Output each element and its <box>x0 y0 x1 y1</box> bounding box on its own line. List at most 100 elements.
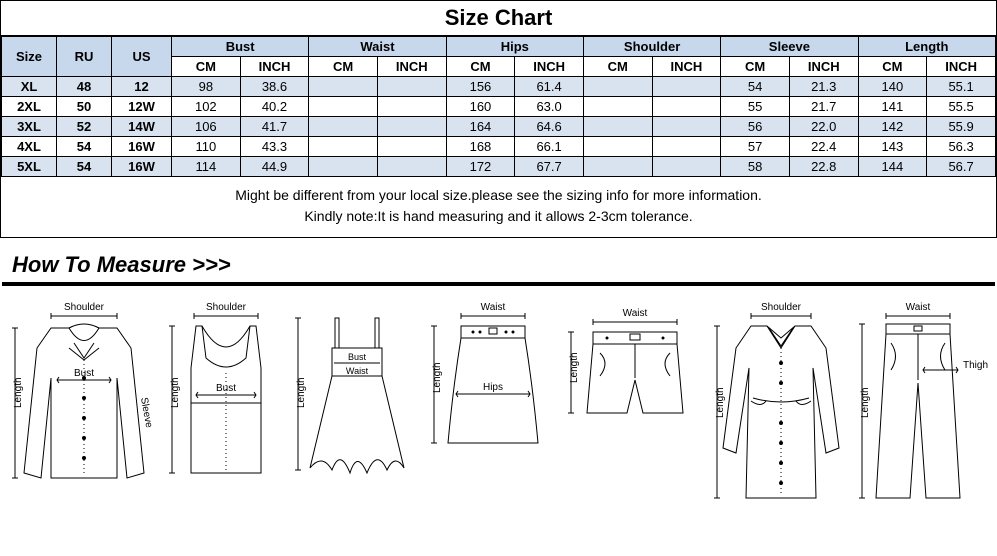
how-title: How To Measure >>> <box>0 252 997 282</box>
cell-sleeve_in: 21.7 <box>789 97 858 117</box>
garment-diagrams: Shoulder Bust Sleeve Length Shoulder Bus… <box>0 298 997 528</box>
cell-sleeve_cm: 57 <box>721 137 790 157</box>
cell-size: 5XL <box>2 157 57 177</box>
cell-length_in: 56.7 <box>927 157 996 177</box>
cell-shoulder_in <box>652 97 721 117</box>
cell-bust_cm: 106 <box>172 117 241 137</box>
cell-length_in: 56.3 <box>927 137 996 157</box>
cell-sleeve_in: 22.8 <box>789 157 858 177</box>
cell-shoulder_in <box>652 137 721 157</box>
svg-text:Sleeve: Sleeve <box>138 397 154 429</box>
cell-size: 3XL <box>2 117 57 137</box>
cell-shoulder_cm <box>583 77 652 97</box>
svg-text:Bust: Bust <box>216 383 236 394</box>
diagram-skirt: Waist Hips Length <box>428 298 558 468</box>
cell-us: 12W <box>112 97 172 117</box>
cell-waist_in <box>377 97 446 117</box>
cell-bust_in: 40.2 <box>240 97 309 117</box>
diagram-shorts: Waist Length <box>565 298 705 448</box>
size-note: Might be different from your local size.… <box>1 177 996 237</box>
cell-hips_in: 63.0 <box>515 97 584 117</box>
cell-us: 14W <box>112 117 172 137</box>
cell-hips_in: 66.1 <box>515 137 584 157</box>
sub-cm: CM <box>583 57 652 77</box>
note-line2: Kindly note:It is hand measuring and it … <box>304 208 692 224</box>
cell-hips_cm: 172 <box>446 157 515 177</box>
cell-hips_cm: 156 <box>446 77 515 97</box>
how-to-measure-section: How To Measure >>> Shoulder Bust Sleeve … <box>0 252 997 528</box>
sub-inch: INCH <box>240 57 309 77</box>
cell-us: 16W <box>112 157 172 177</box>
cell-size: XL <box>2 77 57 97</box>
cell-length_in: 55.9 <box>927 117 996 137</box>
sub-cm: CM <box>721 57 790 77</box>
cell-sleeve_cm: 56 <box>721 117 790 137</box>
cell-ru: 52 <box>57 117 112 137</box>
svg-text:Shoulder: Shoulder <box>761 302 802 313</box>
table-row: XL48129838.615661.45421.314055.1 <box>2 77 996 97</box>
cell-shoulder_cm <box>583 97 652 117</box>
cell-sleeve_cm: 58 <box>721 157 790 177</box>
cell-waist_in <box>377 157 446 177</box>
cell-bust_cm: 102 <box>172 97 241 117</box>
cell-shoulder_cm <box>583 137 652 157</box>
cell-hips_in: 64.6 <box>515 117 584 137</box>
cell-sleeve_cm: 54 <box>721 77 790 97</box>
cell-size: 2XL <box>2 97 57 117</box>
sub-cm: CM <box>309 57 378 77</box>
table-row: 5XL5416W11444.917267.75822.814456.7 <box>2 157 996 177</box>
cell-shoulder_in <box>652 77 721 97</box>
cell-bust_cm: 114 <box>172 157 241 177</box>
col-sleeve: Sleeve <box>721 37 858 57</box>
size-chart-container: Size Chart Size RU US Bust Waist Hips Sh… <box>0 0 997 238</box>
svg-text:Bust: Bust <box>348 352 367 362</box>
sub-cm: CM <box>172 57 241 77</box>
cell-bust_cm: 98 <box>172 77 241 97</box>
cell-hips_in: 61.4 <box>515 77 584 97</box>
cell-waist_cm <box>309 97 378 117</box>
col-size: Size <box>2 37 57 77</box>
svg-text:Thigh: Thigh <box>963 360 988 371</box>
svg-text:Waist: Waist <box>905 302 930 313</box>
cell-us: 12 <box>112 77 172 97</box>
sub-cm: CM <box>446 57 515 77</box>
cell-length_cm: 140 <box>858 77 927 97</box>
cell-hips_cm: 160 <box>446 97 515 117</box>
cell-length_cm: 142 <box>858 117 927 137</box>
cell-length_cm: 141 <box>858 97 927 117</box>
col-hips: Hips <box>446 37 583 57</box>
cell-bust_in: 44.9 <box>240 157 309 177</box>
svg-text:Waist: Waist <box>481 302 506 313</box>
cell-waist_in <box>377 117 446 137</box>
svg-text:Bust: Bust <box>74 368 94 379</box>
diagram-coat: Shoulder Length <box>711 298 851 518</box>
cell-shoulder_in <box>652 117 721 137</box>
svg-text:Hips: Hips <box>483 382 503 393</box>
note-line1: Might be different from your local size.… <box>235 187 762 203</box>
cell-waist_cm <box>309 77 378 97</box>
cell-sleeve_cm: 55 <box>721 97 790 117</box>
cell-sleeve_in: 21.3 <box>789 77 858 97</box>
col-us: US <box>112 37 172 77</box>
cell-length_cm: 143 <box>858 137 927 157</box>
cell-ru: 50 <box>57 97 112 117</box>
cell-length_in: 55.5 <box>927 97 996 117</box>
cell-ru: 48 <box>57 77 112 97</box>
svg-text:Waist: Waist <box>623 308 648 319</box>
cell-length_cm: 144 <box>858 157 927 177</box>
cell-size: 4XL <box>2 137 57 157</box>
col-shoulder: Shoulder <box>583 37 720 57</box>
sub-cm: CM <box>858 57 927 77</box>
cell-waist_cm <box>309 137 378 157</box>
cell-waist_in <box>377 77 446 97</box>
table-row: 3XL5214W10641.716464.65622.014255.9 <box>2 117 996 137</box>
cell-hips_cm: 168 <box>446 137 515 157</box>
col-bust: Bust <box>172 37 309 57</box>
diagram-camisole: Shoulder Bust Length <box>166 298 286 498</box>
cell-shoulder_cm <box>583 117 652 137</box>
diagram-pants: Waist Thigh Length <box>858 298 988 518</box>
cell-bust_in: 43.3 <box>240 137 309 157</box>
cell-hips_in: 67.7 <box>515 157 584 177</box>
diagram-strap-dress: Bust Waist Length <box>292 298 422 498</box>
cell-waist_cm <box>309 117 378 137</box>
